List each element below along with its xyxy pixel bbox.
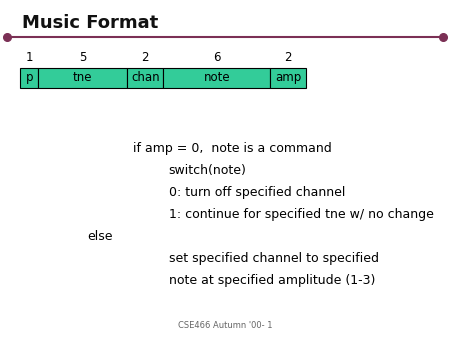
Text: 2: 2 <box>141 51 149 64</box>
Bar <box>38 68 127 88</box>
Text: 2: 2 <box>284 51 292 64</box>
Text: 6: 6 <box>213 51 220 64</box>
Text: 1: 1 <box>26 51 33 64</box>
Bar <box>127 68 163 88</box>
Bar <box>270 68 306 88</box>
Text: switch(note): switch(note) <box>169 164 247 177</box>
Text: note: note <box>203 71 230 84</box>
Text: Music Format: Music Format <box>22 14 159 31</box>
Text: p: p <box>26 71 33 84</box>
Text: note at specified amplitude (1-3): note at specified amplitude (1-3) <box>169 274 375 287</box>
Text: chan: chan <box>131 71 160 84</box>
Bar <box>20 68 38 88</box>
Text: CSE466 Autumn '00- 1: CSE466 Autumn '00- 1 <box>178 320 272 330</box>
Text: 0: turn off specified channel: 0: turn off specified channel <box>169 186 345 199</box>
Text: set specified channel to specified: set specified channel to specified <box>169 252 379 265</box>
Text: tne: tne <box>73 71 93 84</box>
Text: 1: continue for specified tne w/ no change: 1: continue for specified tne w/ no chan… <box>169 208 434 221</box>
Text: else: else <box>88 230 113 243</box>
Text: amp: amp <box>275 71 301 84</box>
Text: 5: 5 <box>79 51 86 64</box>
Text: if amp = 0,  note is a command: if amp = 0, note is a command <box>133 142 332 155</box>
Bar <box>163 68 270 88</box>
